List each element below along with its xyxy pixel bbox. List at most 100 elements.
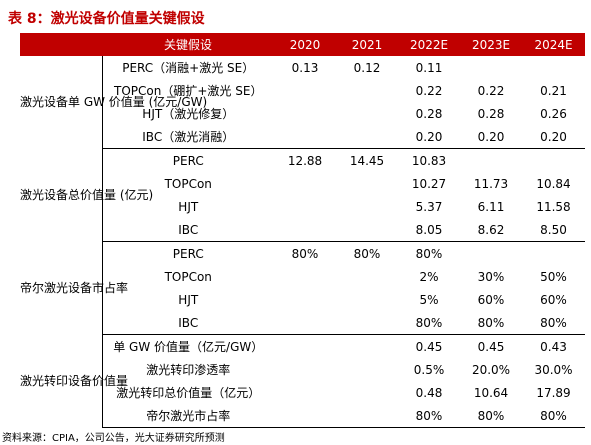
table-row: TOPCon 10.27 11.73 10.84	[20, 172, 585, 195]
value-cell: 0.43	[540, 339, 567, 354]
value-cell	[336, 125, 398, 149]
header-cell: 2024E	[522, 33, 585, 56]
table-row: TOPCon 2% 30% 50%	[20, 265, 585, 288]
value-cell: 8.62	[460, 218, 522, 242]
value-cell: 0.45	[477, 339, 505, 354]
value-cell: 2%	[419, 269, 439, 284]
value-cell: 17.89	[536, 385, 571, 400]
value-cell	[274, 311, 336, 335]
source-note: 资料来源：CPIA，公司公告，光大证券研究所预测	[2, 433, 225, 444]
table-row: 帝尔激光市占率 80% 80% 80%	[20, 404, 585, 428]
value-cell: 8.05	[398, 218, 460, 242]
value-cell	[274, 381, 336, 404]
value-cell: 30.0%	[534, 362, 573, 377]
row-label: PERC	[172, 246, 204, 261]
value-cell	[274, 265, 336, 288]
value-cell	[274, 404, 336, 428]
value-cell: 50%	[540, 269, 567, 284]
row-label: HJT（激光修复）	[142, 107, 235, 121]
value-cell: 0.22	[477, 83, 505, 98]
value-cell: 80%	[398, 311, 460, 335]
value-cell: 10.83	[411, 153, 447, 168]
table-row: IBC 80% 80% 80%	[20, 311, 585, 335]
value-cell: 0.13	[291, 60, 319, 75]
table-row: 帝尔激光设备市占率 PERC 80% 80% 80%	[20, 241, 585, 335]
assumptions-table: 关键假设 2020 2021 2022E 2023E 2024E 激光设备单 G…	[20, 33, 585, 428]
row-label: TOPCon	[164, 269, 212, 284]
value-cell	[274, 335, 336, 359]
value-cell	[274, 195, 336, 218]
row-label: 帝尔激光市占率	[102, 404, 274, 428]
value-cell: 0.20	[460, 125, 522, 149]
value-cell	[522, 242, 585, 266]
table-row: HJT 5% 60% 60%	[20, 288, 585, 311]
value-cell	[460, 149, 522, 173]
value-cell: 14.45	[349, 153, 385, 168]
value-cell: 0.11	[415, 60, 443, 75]
value-cell: 0.20	[522, 125, 585, 149]
header-cell: 2021	[336, 33, 398, 56]
header-row: 关键假设 2020 2021 2022E 2023E 2024E	[20, 33, 585, 56]
value-cell	[460, 242, 522, 266]
value-cell	[336, 195, 398, 218]
value-cell: 60%	[540, 292, 567, 307]
value-cell	[336, 172, 398, 195]
value-cell	[336, 381, 398, 404]
value-cell	[336, 311, 398, 335]
value-cell	[336, 218, 398, 242]
value-cell: 0.28	[477, 106, 505, 121]
table-row: 激光转印设备价值量单 GW 价值量（亿元/GW） 0.45 0.45 0.43	[20, 334, 585, 428]
value-cell	[274, 172, 336, 195]
row-label: HJT	[178, 199, 199, 214]
value-cell: 30%	[477, 269, 505, 284]
table-row: HJT 5.37 6.11 11.58	[20, 195, 585, 218]
value-cell: 80%	[460, 311, 522, 335]
value-cell: 0.48	[415, 385, 443, 400]
table-row: IBC（激光消融） 0.20 0.20 0.20	[20, 125, 585, 149]
table-row: IBC 8.05 8.62 8.50	[20, 218, 585, 242]
group-label: 激光设备单 GW 价值量 (亿元/GW)	[20, 56, 207, 149]
value-cell: 10.64	[473, 385, 509, 400]
row-label: IBC	[102, 311, 274, 335]
value-cell	[522, 56, 585, 79]
value-cell: 10.27	[411, 176, 447, 191]
value-cell: 80%	[291, 246, 319, 261]
value-cell: 12.88	[287, 153, 323, 168]
row-label: TOPCon（硼扩+激光 SE）	[114, 84, 263, 98]
row-label: 激光转印总价值量（亿元）	[116, 386, 261, 400]
table-row: 激光转印总价值量（亿元） 0.48 10.64 17.89	[20, 381, 585, 404]
value-cell: 80%	[415, 246, 443, 261]
value-cell	[460, 56, 522, 79]
value-cell: 11.73	[473, 176, 509, 191]
value-cell: 0.22	[415, 83, 443, 98]
value-cell: 80%	[522, 311, 585, 335]
value-cell: 80%	[353, 246, 381, 261]
value-cell: 11.58	[536, 199, 571, 214]
value-cell	[336, 79, 398, 102]
header-cell: 关键假设	[102, 33, 274, 56]
table-row: HJT（激光修复） 0.28 0.28 0.26	[20, 102, 585, 125]
header-cell	[20, 33, 102, 56]
value-cell: 5%	[419, 292, 439, 307]
value-cell: 0.5%	[413, 362, 445, 377]
value-cell	[274, 102, 336, 125]
value-cell: 80%	[398, 404, 460, 428]
value-cell: 20.0%	[471, 362, 511, 377]
value-cell	[336, 288, 398, 311]
value-cell: 8.50	[522, 218, 585, 242]
value-cell: 60%	[477, 292, 505, 307]
header-cell: 2020	[274, 33, 336, 56]
header-cell: 2022E	[398, 33, 460, 56]
value-cell	[522, 149, 585, 173]
value-cell: 0.45	[415, 339, 443, 354]
value-cell: 80%	[522, 404, 585, 428]
value-cell	[336, 265, 398, 288]
value-cell	[274, 218, 336, 242]
value-cell	[274, 125, 336, 149]
row-label: PERC	[172, 153, 204, 168]
group-label: 激光转印设备价值量	[20, 334, 128, 428]
value-cell: 0.12	[353, 60, 381, 75]
value-cell: 10.84	[536, 176, 571, 191]
table-title: 表 8：激光设备价值量关键假设	[8, 11, 205, 27]
value-cell: 80%	[460, 404, 522, 428]
